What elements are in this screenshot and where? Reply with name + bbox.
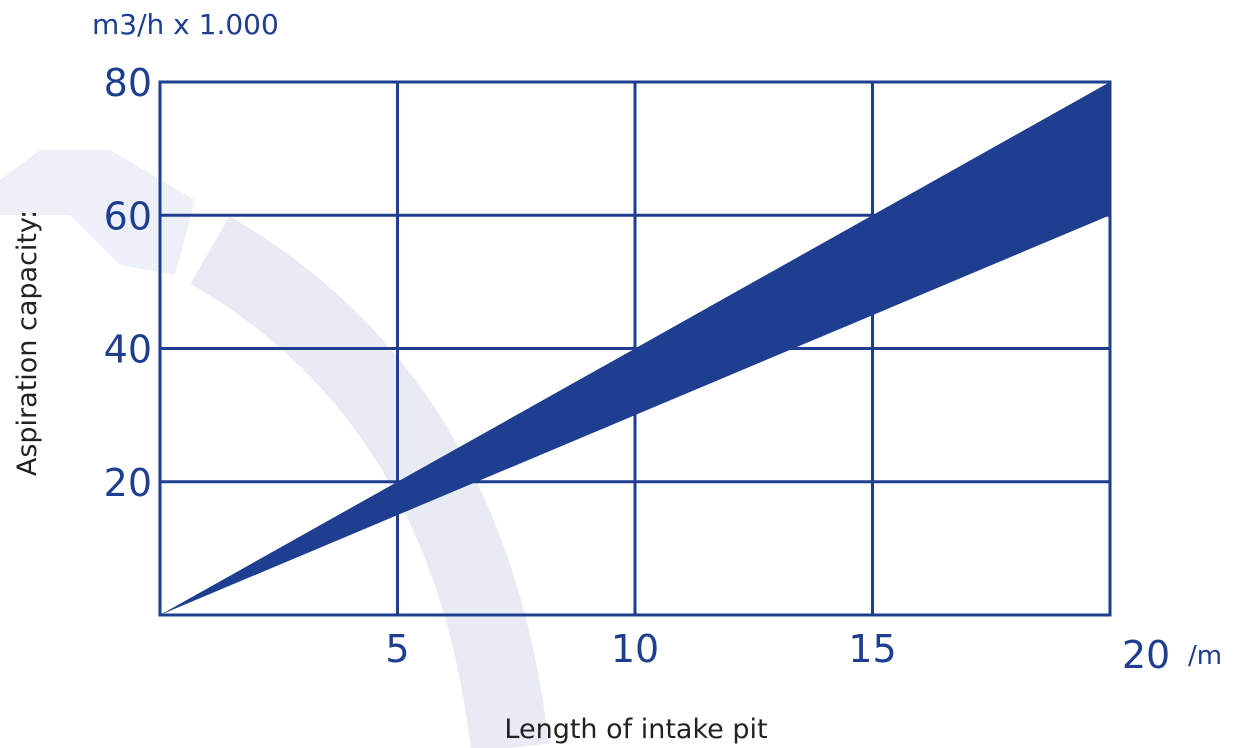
y-tick-label-2: 60 — [104, 194, 152, 238]
x-unit-label: /m — [1188, 641, 1222, 671]
y-axis-label: Aspiration capacity: — [12, 210, 43, 476]
capacity-band — [160, 82, 1110, 615]
x-tick-label-2: 15 — [848, 627, 896, 671]
x-tick-label-0: 5 — [385, 627, 409, 671]
y-tick-label-0: 20 — [104, 461, 152, 505]
y-tick-label-1: 40 — [104, 328, 152, 372]
y-tick-label-3: 80 — [104, 61, 152, 105]
y-tick-labels: 20 40 60 80 — [104, 61, 152, 505]
x-tick-label-3: 20 — [1122, 633, 1170, 677]
x-tick-labels: 5 10 15 20 — [385, 627, 1170, 677]
watermark-arc — [0, 150, 549, 748]
x-tick-label-1: 10 — [611, 627, 659, 671]
x-axis-label: Length of intake pit — [504, 714, 767, 745]
y-unit-label: m3/h x 1.000 — [92, 8, 279, 41]
plot-frame — [158, 80, 1112, 617]
